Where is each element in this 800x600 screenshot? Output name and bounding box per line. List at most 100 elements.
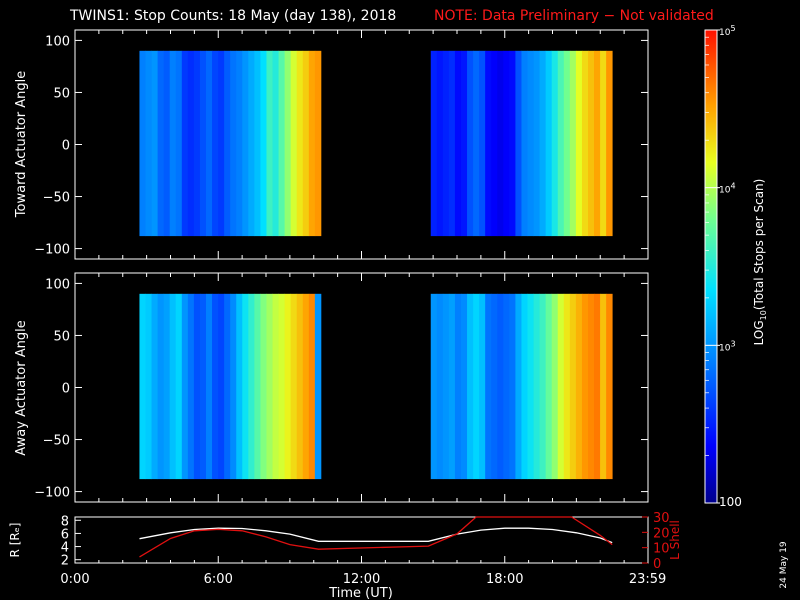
date-stamp: 24 May 19: [779, 541, 789, 589]
time-tick-label: 0:00: [60, 572, 89, 587]
away-heat-column: [193, 293, 201, 480]
away-heat-column: [278, 293, 286, 480]
toward-heat-column: [236, 50, 243, 237]
toward-heat-column: [515, 50, 522, 237]
toward-heat-column: [254, 50, 261, 237]
toward-heat-column: [551, 50, 559, 237]
orbit-left-ytick-label: 4: [61, 541, 69, 556]
toward-ytick-label: 0: [62, 139, 70, 154]
away-heat-column: [545, 293, 553, 480]
toward-heat-column: [181, 50, 189, 237]
away-heat-column: [430, 293, 438, 480]
toward-heat-column: [467, 50, 474, 237]
away-heat-column: [212, 293, 219, 480]
toward-heat-column: [521, 50, 528, 237]
r-distance-line: [139, 527, 613, 544]
away-heat-column: [187, 293, 195, 480]
orbit-left-ytick-label: 6: [61, 527, 69, 542]
toward-heat-column: [491, 50, 498, 237]
away-heat-column: [448, 293, 456, 480]
away-heat-column: [600, 293, 607, 480]
toward-heat-column: [430, 50, 438, 237]
toward-angle-panel: 100 50 0 −50 −100 Toward Actuator Angle: [14, 29, 649, 260]
away-heat-column: [606, 293, 613, 480]
time-tick-label: 23:59: [629, 572, 666, 587]
toward-heat-column: [587, 50, 595, 237]
orbit-left-ytick-label: 8: [61, 514, 69, 529]
away-heat-column: [296, 293, 304, 480]
colorbar-tick-label: 100: [719, 495, 742, 509]
time-tick-label: 18:00: [486, 572, 523, 587]
toward-heat-column: [436, 50, 444, 237]
away-heat-column: [314, 293, 322, 480]
away-heat-column: [260, 293, 267, 480]
toward-heat-column: [139, 50, 146, 237]
toward-heat-column: [169, 50, 177, 237]
away-heat-column: [145, 293, 152, 480]
colorbar-label: LOG10(Total Stops per Scan): [752, 179, 768, 346]
away-heat-column: [302, 293, 310, 480]
toward-ytick-label: −50: [43, 191, 70, 206]
orbit-right-ylabel: L Shell: [668, 520, 682, 560]
time-tick-label: 12:00: [343, 572, 380, 587]
time-axis-title: Time (UT): [328, 586, 393, 600]
toward-heat-column: [187, 50, 195, 237]
toward-heat-column: [175, 50, 183, 237]
toward-heat-column: [581, 50, 589, 237]
toward-heat-column: [308, 50, 316, 237]
away-heat-column: [242, 293, 249, 480]
away-heat-column: [497, 293, 504, 480]
toward-heat-column: [230, 50, 237, 237]
away-ytick-label: 50: [53, 329, 70, 344]
away-heat-column: [521, 293, 528, 480]
toward-heat-column: [460, 50, 468, 237]
colorbar-tick-label: 105: [719, 24, 736, 38]
away-heat-column: [454, 293, 462, 480]
away-heat-column: [175, 293, 183, 480]
away-heat-column: [587, 293, 595, 480]
toward-heat-column: [266, 50, 273, 237]
away-heat-column: [473, 293, 480, 480]
toward-heat-column: [539, 50, 547, 237]
away-heat-column: [199, 293, 207, 480]
toward-heat-column: [533, 50, 541, 237]
colorbar-tick-label: 103: [719, 339, 736, 353]
away-ytick-label: −50: [43, 434, 70, 449]
l-shell-line: [139, 516, 613, 558]
toward-heat-column: [284, 50, 292, 237]
away-heat-column: [485, 293, 492, 480]
toward-axes: 100 50 0 −50 −100: [34, 30, 649, 259]
toward-heat-column: [497, 50, 504, 237]
away-heat-column: [224, 293, 231, 480]
away-heat-column: [594, 293, 601, 480]
away-heatmap: [139, 293, 613, 480]
toward-heat-column: [212, 50, 219, 237]
toward-heat-column: [224, 50, 231, 237]
time-tick-label: 6:00: [204, 572, 233, 587]
away-heat-column: [563, 293, 571, 480]
toward-heat-column: [151, 50, 159, 237]
orbit-right-ytick-label: 30: [653, 511, 670, 526]
away-heat-column: [551, 293, 559, 480]
toward-heat-column: [594, 50, 601, 237]
toward-heat-column: [272, 50, 279, 237]
toward-ytick-label: 100: [45, 34, 70, 49]
away-heat-column: [181, 293, 189, 480]
away-heat-column: [254, 293, 261, 480]
toward-heat-column: [545, 50, 553, 237]
away-heat-column: [575, 293, 583, 480]
toward-heat-column: [296, 50, 304, 237]
away-heat-column: [539, 293, 547, 480]
preliminary-note: NOTE: Data Preliminary − Not validated: [434, 8, 714, 24]
away-heat-column: [169, 293, 177, 480]
toward-heat-column: [503, 50, 510, 237]
toward-heat-column: [557, 50, 565, 237]
away-heat-column: [491, 293, 498, 480]
away-heat-column: [163, 293, 171, 480]
away-heat-column: [509, 293, 516, 480]
toward-heat-column: [442, 50, 450, 237]
toward-heat-column: [473, 50, 480, 237]
